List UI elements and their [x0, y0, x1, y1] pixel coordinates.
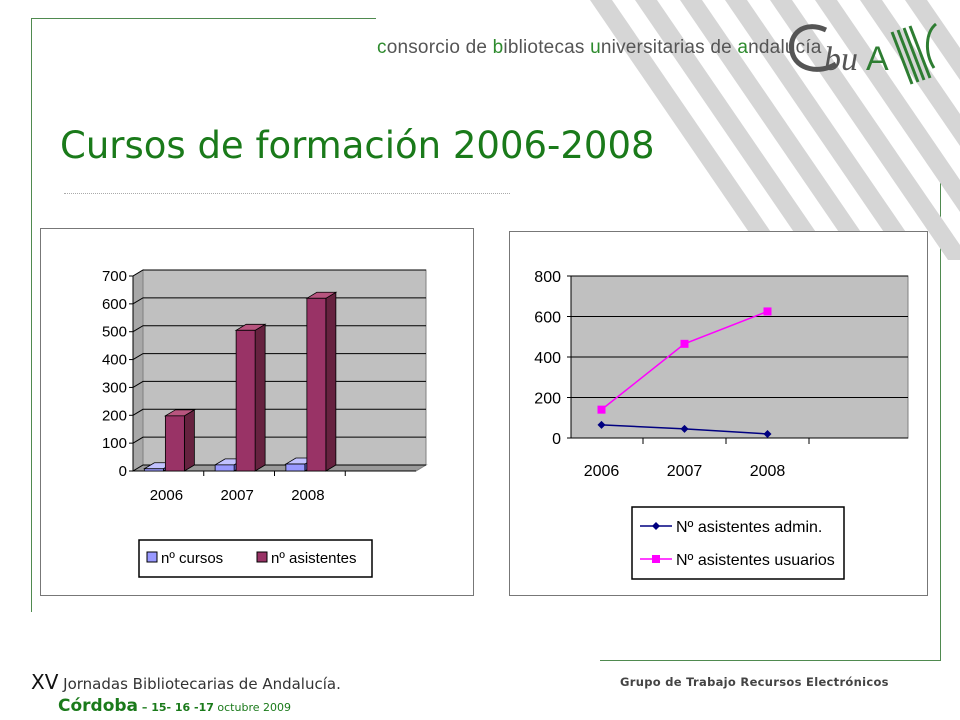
footer-roman: XV	[31, 670, 59, 694]
line-chart-y-tick-label: 600	[534, 310, 561, 327]
line-chart-y-tick-label: 800	[534, 269, 561, 286]
bar-chart-y-tick-label: 600	[102, 296, 127, 313]
bar	[214, 464, 235, 472]
bar-chart-y-tick-label: 200	[102, 407, 127, 424]
legend-label: Nº asistentes admin.	[676, 519, 822, 536]
legend-swatch	[146, 551, 158, 563]
bar-side	[325, 291, 337, 472]
footer-dates: – 15- 16 -17	[138, 701, 214, 714]
frame-line-bottom	[600, 660, 941, 661]
bar	[235, 329, 256, 472]
bar-chart-x-tick-label: 2006	[150, 487, 183, 504]
line-chart: 0 200 400 600 800 2006 2007 2008 Nº asistentes a…	[534, 269, 909, 580]
footer-group: Grupo de Trabajo Recursos Electrónicos	[620, 675, 889, 689]
bar-chart: 0 100 200 300 400 500 600 700 2006 2007 2008 nº cur…	[102, 268, 428, 578]
frame-line-left	[31, 18, 32, 612]
cbua-logo: bu A	[788, 22, 938, 85]
bar-side	[183, 409, 195, 472]
data-point	[680, 424, 689, 433]
frame-line-right	[940, 172, 941, 660]
legend-swatch	[256, 551, 268, 563]
bar-chart-y-tick-label: 500	[102, 324, 127, 341]
line-chart-y-tick-label: 0	[552, 431, 561, 448]
bar	[164, 415, 185, 472]
footer-event: XV Jornadas Bibliotecarias de Andalucía.	[31, 670, 341, 694]
bar-side	[254, 323, 266, 472]
consortium-name-part: ibliotecas	[503, 37, 591, 58]
bar-chart-panel: 0 100 200 300 400 500 600 700 2006 2007 2008 nº cur…	[40, 228, 474, 596]
bar	[285, 463, 306, 472]
line-chart-legend: Nº asistentes admin. Nº asistentes usuari…	[631, 506, 845, 580]
consortium-name-part: b	[492, 37, 504, 58]
line-chart-x-tick-label: 2007	[667, 463, 703, 480]
line-chart-x-tick-label: 2006	[584, 463, 620, 480]
line-chart-y-tick-label: 200	[534, 391, 561, 408]
bar-chart-legend-box	[138, 539, 373, 578]
frame-line-top	[31, 18, 376, 19]
svg-text:bu: bu	[824, 41, 858, 78]
bar-chart-y-tick-label: 400	[102, 352, 127, 369]
footer-month: octubre 2009	[213, 701, 291, 714]
legend-label: nº asistentes	[271, 550, 357, 567]
bar-chart-gridline	[132, 269, 426, 277]
consortium-name-part: ndalucía	[748, 37, 822, 58]
svg-text:A: A	[866, 40, 889, 78]
data-point	[597, 405, 606, 414]
bar-chart-legend: nº cursos nº asistentes	[138, 539, 373, 578]
legend-marker	[652, 522, 660, 530]
line-chart-panel: 0 200 400 600 800 2006 2007 2008 Nº asistentes a…	[509, 231, 928, 596]
bar-chart-side-wall	[132, 269, 144, 472]
bar-chart-x-tick-label: 2007	[220, 487, 253, 504]
consortium-name-part: niversitarias de	[600, 37, 738, 58]
line-chart-legend-box	[631, 506, 845, 580]
data-point	[597, 420, 606, 429]
footer-city: Córdoba	[58, 696, 139, 716]
data-point	[680, 339, 689, 348]
consortium-name-part: u	[590, 37, 601, 58]
line-chart-x-tick-label: 2008	[750, 463, 786, 480]
consortium-name-part: c	[377, 37, 387, 58]
bar-chart-y-tick-label: 100	[102, 435, 127, 452]
bar	[306, 297, 327, 472]
bar-chart-y-tick-label: 0	[119, 463, 127, 480]
title-divider	[64, 193, 510, 194]
consortium-name: consorcio de bibliotecas universitarias …	[377, 37, 822, 59]
consortium-name-part: a	[737, 37, 749, 58]
footer-location: Córdoba – 15- 16 -17 octubre 2009	[58, 696, 291, 716]
decorative-stripes	[590, 0, 960, 260]
bar-chart-y-tick-label: 700	[102, 268, 127, 285]
data-point	[763, 429, 772, 438]
line-chart-y-tick-label: 400	[534, 350, 561, 367]
bar-chart-y-tick-label: 300	[102, 379, 127, 396]
legend-marker	[652, 555, 660, 563]
page-title: Cursos de formación 2006-2008	[60, 124, 655, 167]
footer-event-name: Jornadas Bibliotecarias de Andalucía.	[58, 675, 341, 693]
bar	[143, 468, 164, 472]
consortium-name-part: onsorcio de	[386, 37, 493, 58]
data-point	[763, 307, 772, 316]
bar-chart-x-tick-label: 2008	[291, 487, 324, 504]
legend-label: nº cursos	[161, 550, 223, 567]
legend-label: Nº asistentes usuarios	[676, 552, 835, 569]
